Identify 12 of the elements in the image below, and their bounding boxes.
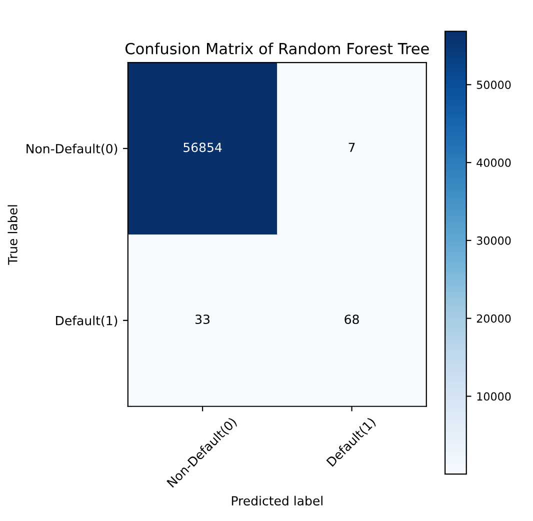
color-bar-label: 30000 — [476, 236, 511, 245]
chart-title: Confusion Matrix of Random Forest Tree — [126, 42, 429, 54]
y-axis-title: True label — [8, 205, 18, 265]
data-label: 68 — [344, 314, 359, 324]
data-label: 7 — [348, 142, 355, 152]
color-bar-label: 40000 — [476, 158, 511, 167]
color-bar-label: 10000 — [477, 392, 511, 401]
data-label: 33 — [196, 314, 210, 324]
x-axis-title: Predicted label — [232, 496, 322, 506]
color-bar-label: 20000 — [476, 314, 511, 323]
data-label: 56854 — [184, 142, 222, 152]
color-bar-label: 50000 — [476, 80, 511, 90]
